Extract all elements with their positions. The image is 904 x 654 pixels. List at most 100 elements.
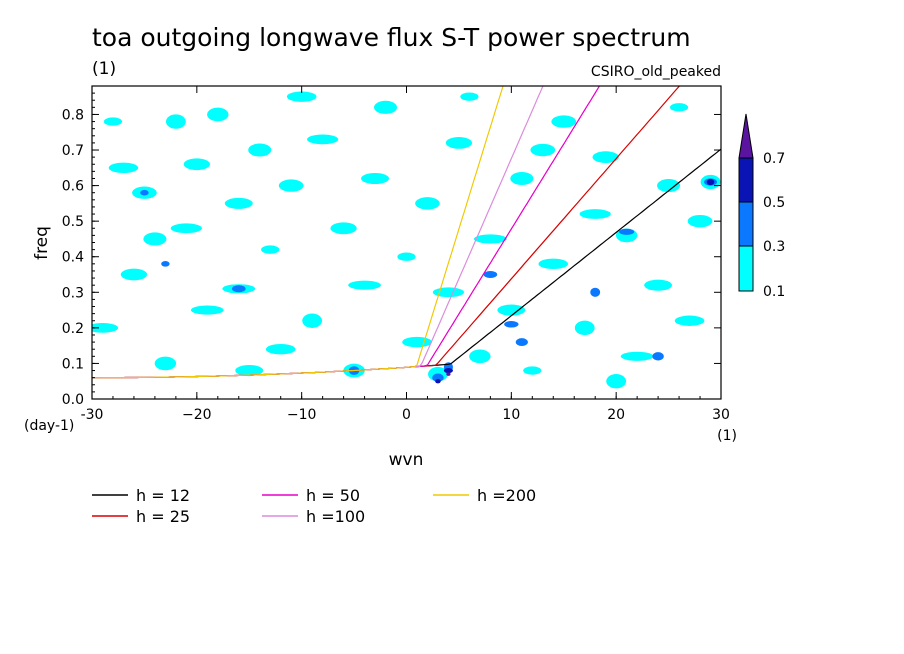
y-tick-label: 0.8 bbox=[62, 107, 84, 123]
colorbar-label: 0.5 bbox=[763, 195, 785, 211]
contour-blob-0-3 bbox=[432, 373, 444, 382]
contour-blob-0-1 bbox=[120, 268, 148, 281]
y-tick-label: 0.4 bbox=[62, 250, 84, 266]
contour-blob-0-1 bbox=[307, 134, 339, 145]
colorbar-segment bbox=[738, 245, 754, 292]
contour-blob-0-5 bbox=[443, 367, 453, 374]
contour-blob-0-1 bbox=[497, 304, 526, 316]
y-tick-label: 0.5 bbox=[62, 214, 84, 230]
contour-blob-0-1 bbox=[103, 117, 123, 126]
contour-blob-0-1 bbox=[108, 162, 139, 174]
colorbar-label: 0.1 bbox=[763, 284, 785, 300]
contour-blob-0-1 bbox=[551, 115, 577, 128]
x-axis-title: wvn bbox=[389, 450, 424, 470]
y-tick-label: 0.6 bbox=[62, 179, 84, 195]
contour-blob-0-1 bbox=[592, 151, 619, 164]
chart-subtitle-left: (1) bbox=[92, 59, 116, 79]
x-tick-label: −10 bbox=[287, 407, 317, 423]
colorbar-arrow bbox=[738, 113, 754, 159]
contour-blob-0-1 bbox=[154, 356, 177, 371]
contour-blob-0-1 bbox=[445, 137, 473, 149]
contour-blob-0-1 bbox=[302, 313, 323, 328]
contour-blob-0-1 bbox=[261, 245, 280, 254]
contour-blob-0-1 bbox=[143, 232, 167, 246]
legend-label: h =100 bbox=[306, 507, 365, 526]
contour-blob-0-1 bbox=[538, 258, 569, 270]
dispersion-curve bbox=[92, 86, 544, 379]
x-unit-label: (1) bbox=[717, 428, 737, 444]
x-tick-label: 10 bbox=[502, 407, 520, 423]
x-tick-label: 30 bbox=[712, 407, 730, 423]
y-unit-label: (day-1) bbox=[24, 418, 74, 434]
contour-blob-0-1 bbox=[530, 143, 556, 157]
contour-blob-0-1 bbox=[235, 365, 264, 377]
contour-blob-0-5 bbox=[435, 379, 441, 384]
dispersion-curve bbox=[92, 86, 504, 379]
contour-blob-0-1 bbox=[473, 234, 507, 244]
contour-blob-0-1 bbox=[373, 100, 398, 114]
x-tick-label: 0 bbox=[402, 407, 411, 423]
dispersion-curves bbox=[92, 86, 721, 379]
colorbar-segment bbox=[738, 201, 754, 247]
contour-blob-0-1 bbox=[620, 351, 654, 361]
contour-blob-0-1 bbox=[286, 91, 317, 102]
contour-blob-0-1 bbox=[523, 366, 542, 375]
colorbar-segment bbox=[738, 157, 754, 203]
contour-blob-0-3 bbox=[231, 285, 246, 293]
legend: h = 12 h = 25 h = 50 h =100 h =200 bbox=[92, 486, 536, 526]
x-axis: -30 −20 −10 0 10 20 30 bbox=[81, 86, 730, 423]
y-tick-label: 0.7 bbox=[62, 143, 84, 159]
contour-blob-0-1 bbox=[415, 197, 440, 210]
contour-blob-0-3 bbox=[590, 287, 601, 297]
contour-blob-0-3 bbox=[619, 228, 635, 235]
contour-blob-0-1 bbox=[348, 280, 381, 290]
x-tick-label: 20 bbox=[607, 407, 625, 423]
contour-blob-0-1 bbox=[579, 209, 611, 219]
contour-blob-0-3 bbox=[504, 321, 519, 328]
contour-blob-0-1 bbox=[190, 305, 224, 315]
contour-blob-0-1 bbox=[265, 344, 296, 355]
contour-blob-0-1 bbox=[669, 103, 689, 112]
colorbar: 0.1 0.3 0.5 0.7 bbox=[738, 113, 785, 300]
legend-label: h =200 bbox=[477, 486, 536, 505]
chart-title: toa outgoing longwave flux S-T power spe… bbox=[92, 23, 691, 52]
y-tick-label: 0.2 bbox=[62, 321, 84, 337]
contour-blob-0-1 bbox=[644, 279, 673, 291]
contour-blob-0-1 bbox=[510, 171, 534, 186]
contour-blob-0-3 bbox=[515, 338, 528, 347]
contour-blob-0-1 bbox=[361, 172, 390, 185]
contour-blob-0-1 bbox=[687, 214, 713, 228]
legend-label: h = 12 bbox=[136, 486, 190, 505]
contour-blob-0-1 bbox=[432, 287, 465, 298]
contour-blob-0-1 bbox=[207, 107, 229, 122]
contour-blob-0-3 bbox=[483, 271, 498, 278]
contour-blob-0-1 bbox=[248, 143, 272, 157]
x-tick-label: -30 bbox=[81, 407, 104, 423]
contour-blob-0-3 bbox=[161, 261, 170, 267]
contour-blob-0-1 bbox=[674, 315, 705, 326]
contour-regions bbox=[92, 91, 721, 389]
contour-blob-0-1 bbox=[170, 223, 202, 234]
legend-label: h = 25 bbox=[136, 507, 190, 526]
chart-subtitle-right: CSIRO_old_peaked bbox=[591, 64, 721, 80]
contour-blob-0-1 bbox=[224, 197, 253, 209]
contour-blob-0-1 bbox=[574, 320, 595, 336]
y-tick-label: 0.3 bbox=[62, 285, 84, 301]
contour-blob-0-7 bbox=[446, 372, 451, 376]
colorbar-label: 0.7 bbox=[763, 151, 785, 167]
contour-blob-0-3 bbox=[140, 189, 149, 196]
contour-blob-0-1 bbox=[657, 179, 681, 193]
legend-label: h = 50 bbox=[306, 486, 360, 505]
contour-blob-0-1 bbox=[330, 222, 357, 235]
dispersion-curve bbox=[92, 86, 601, 379]
y-tick-label: 0.0 bbox=[62, 392, 84, 408]
contour-blob-0-1 bbox=[606, 374, 627, 389]
contour-blob-0-1 bbox=[92, 322, 119, 333]
y-axis-title: freq bbox=[32, 226, 52, 260]
contour-blob-0-1 bbox=[183, 158, 210, 171]
contour-blob-0-1 bbox=[278, 179, 304, 192]
y-axis: 0.0 0.1 0.2 0.3 0.4 0.5 0.6 0.7 0.8 bbox=[62, 92, 721, 408]
contour-blob-0-1 bbox=[460, 92, 479, 101]
contour-blob-0-1 bbox=[402, 336, 432, 348]
